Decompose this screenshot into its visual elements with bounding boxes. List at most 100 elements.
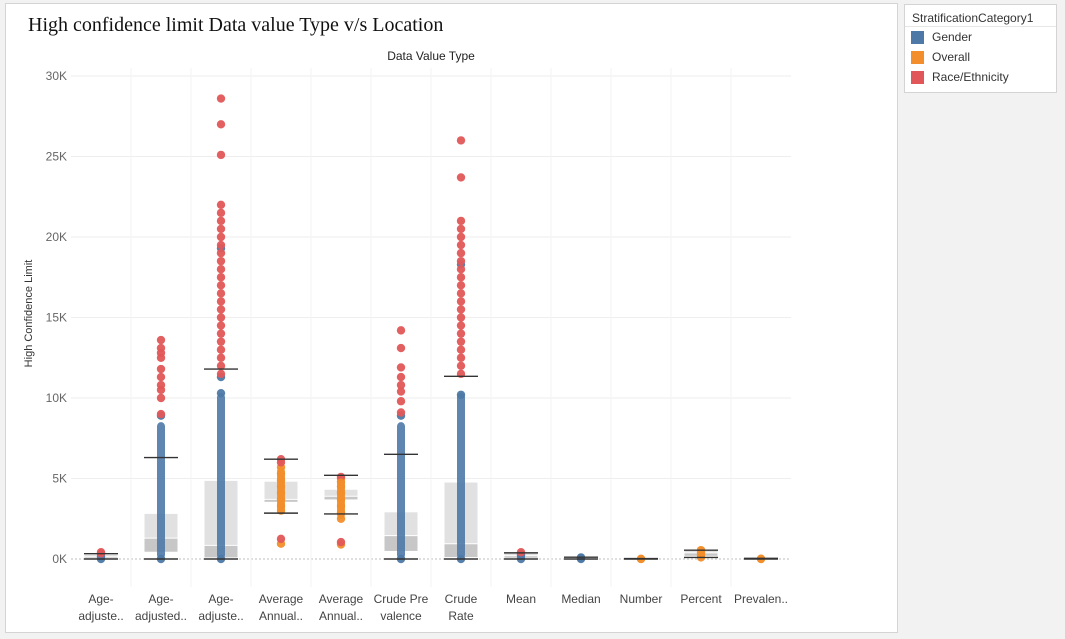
data-point <box>216 353 226 362</box>
x-tick-label: valence <box>380 609 422 623</box>
x-tick-label: Average <box>319 592 364 606</box>
data-point <box>216 345 226 354</box>
data-point <box>216 289 226 298</box>
legend: StratificationCategory1 Gender Overall R… <box>904 4 1057 93</box>
x-tick-label: Age- <box>148 592 173 606</box>
x-tick-label: Prevalen.. <box>734 592 788 606</box>
data-point-strip <box>397 422 405 559</box>
y-tick-label: 10K <box>46 391 67 405</box>
data-point-strip <box>457 393 465 559</box>
data-point-strip <box>337 478 345 519</box>
y-axis-label: High Confidence Limit <box>23 260 35 368</box>
data-point <box>216 120 226 129</box>
data-point <box>456 248 466 258</box>
data-point <box>396 372 406 382</box>
data-point <box>216 150 226 160</box>
data-point <box>216 200 226 209</box>
data-point <box>156 372 166 382</box>
data-point <box>396 397 406 406</box>
data-point <box>456 216 466 226</box>
data-point <box>396 408 406 417</box>
legend-label: Gender <box>932 30 973 44</box>
data-point <box>456 224 466 234</box>
x-tick-label: Rate <box>448 609 474 623</box>
data-point <box>216 232 226 242</box>
legend-swatch-race-ethnicity <box>911 70 924 84</box>
data-point <box>456 265 466 274</box>
legend-label: Overall <box>932 50 971 64</box>
data-point <box>156 380 166 390</box>
x-tick-label: Age- <box>88 592 113 606</box>
data-point <box>456 256 466 266</box>
chart-panel: High confidence limit Data value Type v/… <box>5 3 898 633</box>
data-point <box>456 273 466 282</box>
data-point <box>456 345 466 354</box>
x-tick-label: Age- <box>208 592 233 606</box>
column-header: Data Value Type <box>387 49 475 63</box>
data-point <box>156 393 166 403</box>
x-tick-label: Median <box>561 592 600 606</box>
legend-item-overall[interactable]: Overall <box>905 47 1056 67</box>
x-tick-label: Annual.. <box>319 609 363 623</box>
data-point <box>336 537 346 547</box>
data-point <box>156 343 166 353</box>
data-point <box>456 173 466 182</box>
chart-title: High confidence limit Data value Type v/… <box>28 14 444 36</box>
data-point <box>456 136 466 145</box>
x-tick-label: Crude Pre <box>374 592 429 606</box>
data-point-strip <box>217 393 225 559</box>
data-point <box>216 240 226 250</box>
y-tick-label: 30K <box>46 69 67 83</box>
data-point <box>216 265 226 274</box>
data-point <box>456 281 466 290</box>
data-point <box>456 361 466 370</box>
data-point-strip <box>157 422 165 559</box>
y-tick-label: 25K <box>46 150 67 164</box>
data-point <box>396 326 406 335</box>
data-point <box>456 232 466 242</box>
data-point-strip <box>277 467 285 513</box>
x-tick-label: Mean <box>506 592 536 606</box>
data-point <box>276 534 286 544</box>
y-tick-label: 15K <box>46 311 67 325</box>
data-point <box>456 313 466 322</box>
data-point <box>456 329 466 338</box>
data-point <box>456 305 466 314</box>
data-point <box>216 273 226 282</box>
data-point <box>216 329 226 338</box>
data-point <box>396 380 406 390</box>
x-tick-label: Number <box>620 592 663 606</box>
data-point <box>456 289 466 298</box>
data-point <box>456 321 466 330</box>
data-point <box>216 337 226 346</box>
y-tick-label: 0K <box>52 552 67 566</box>
x-tick-label: adjusted.. <box>135 609 187 623</box>
data-point <box>156 364 166 374</box>
y-tick-label: 5K <box>52 472 67 486</box>
legend-title: StratificationCategory1 <box>905 5 1056 27</box>
data-point <box>156 335 166 345</box>
x-tick-label: Average <box>259 592 304 606</box>
data-point <box>216 369 226 379</box>
data-point <box>456 297 466 306</box>
data-point <box>216 281 226 290</box>
data-point <box>456 337 466 346</box>
data-point <box>216 256 226 266</box>
legend-label: Race/Ethnicity <box>932 70 1009 84</box>
y-tick-label: 20K <box>46 230 67 244</box>
x-tick-label: Crude <box>445 592 478 606</box>
x-tick-label: adjuste.. <box>78 609 123 623</box>
legend-swatch-overall <box>911 50 924 64</box>
x-tick-label: Percent <box>680 592 722 606</box>
legend-item-gender[interactable]: Gender <box>905 27 1056 47</box>
data-point <box>216 224 226 234</box>
data-point <box>216 216 226 226</box>
x-tick-label: adjuste.. <box>198 609 243 623</box>
data-point <box>396 363 406 372</box>
data-point <box>216 208 226 218</box>
data-point <box>456 240 466 250</box>
data-point <box>456 353 466 362</box>
legend-item-race-ethnicity[interactable]: Race/Ethnicity <box>905 67 1056 87</box>
data-point <box>216 297 226 306</box>
data-point <box>396 343 406 353</box>
